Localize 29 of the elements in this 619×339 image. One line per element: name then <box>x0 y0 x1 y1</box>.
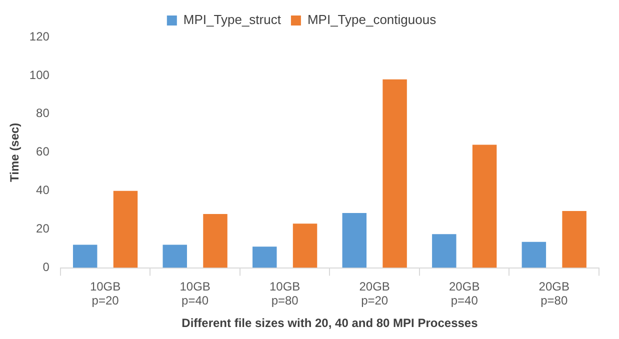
x-axis-title: Different file sizes with 20, 40 and 80 MPI Processes <box>182 316 478 330</box>
bar <box>562 211 586 268</box>
bar <box>382 79 407 268</box>
x-tick-label: 10GB p=40 <box>180 279 210 308</box>
x-tick-label: 20GB p=40 <box>449 279 480 308</box>
x-tick-label: 20GB p=80 <box>538 279 570 308</box>
bar <box>342 212 367 268</box>
bar <box>252 246 277 268</box>
bar <box>203 214 228 268</box>
bar <box>72 244 98 268</box>
bar <box>162 244 187 268</box>
x-tick-label: 10GB p=20 <box>90 279 121 308</box>
bar <box>292 224 318 268</box>
y-tick-label: 0 <box>42 260 50 274</box>
y-tick-label: 120 <box>29 29 50 44</box>
y-tick-label: 80 <box>36 106 50 120</box>
legend-label: MPI_Type_contiguous <box>307 12 437 28</box>
bar <box>522 242 546 268</box>
y-tick-label: 60 <box>36 144 50 159</box>
legend-label: MPI_Type_struct <box>183 12 282 28</box>
y-axis-title: Time (sec) <box>8 122 22 182</box>
y-tick-label: 20 <box>36 222 50 236</box>
x-tick-label: 10GB p=80 <box>269 279 300 308</box>
bar <box>113 190 138 268</box>
y-tick-label: 40 <box>36 183 50 198</box>
bar <box>432 234 456 268</box>
x-tick-label: 20GB p=20 <box>359 279 390 308</box>
bar <box>472 144 497 268</box>
y-tick-label: 100 <box>29 68 50 82</box>
